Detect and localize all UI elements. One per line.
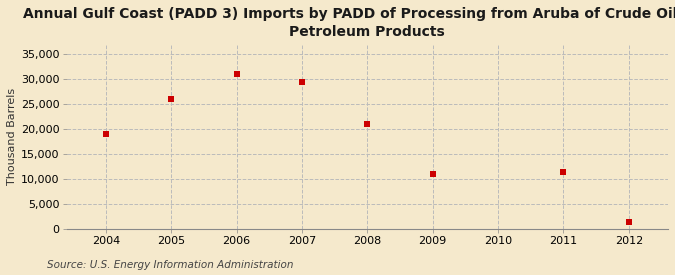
Title: Annual Gulf Coast (PADD 3) Imports by PADD of Processing from Aruba of Crude Oil: Annual Gulf Coast (PADD 3) Imports by PA… xyxy=(23,7,675,39)
Text: Source: U.S. Energy Information Administration: Source: U.S. Energy Information Administ… xyxy=(47,260,294,270)
Y-axis label: Thousand Barrels: Thousand Barrels xyxy=(7,88,17,185)
